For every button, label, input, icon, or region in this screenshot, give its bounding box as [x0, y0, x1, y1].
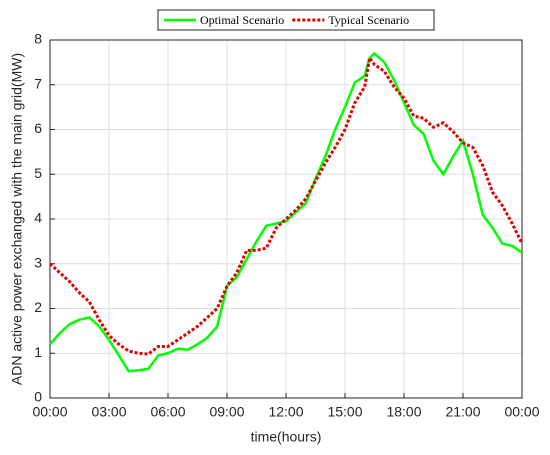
- x-tick-label: 06:00: [150, 404, 185, 420]
- legend-label: Typical Scenario: [328, 13, 409, 27]
- x-tick-label: 00:00: [504, 404, 539, 420]
- x-tick-label: 00:00: [32, 404, 67, 420]
- x-tick-label: 18:00: [386, 404, 421, 420]
- y-tick-label: 2: [34, 299, 42, 315]
- y-tick-label: 6: [34, 120, 42, 136]
- x-tick-label: 15:00: [327, 404, 362, 420]
- x-tick-label: 21:00: [445, 404, 480, 420]
- x-tick-label: 03:00: [91, 404, 126, 420]
- y-tick-label: 5: [34, 165, 42, 181]
- x-axis-label: time(hours): [251, 429, 322, 445]
- x-tick-label: 09:00: [209, 404, 244, 420]
- y-tick-label: 4: [34, 210, 42, 226]
- y-axis-label: ADN active power exchanged with the main…: [9, 53, 25, 385]
- y-tick-label: 7: [34, 75, 42, 91]
- series-line: [48, 54, 524, 356]
- plot-frame: [49, 39, 523, 399]
- series-line: [49, 51, 523, 373]
- y-tick-label: 8: [34, 31, 42, 47]
- legend-box: [157, 9, 435, 31]
- y-tick-label: 0: [34, 389, 42, 405]
- x-tick-label: 12:00: [268, 404, 303, 420]
- y-tick-label: 3: [34, 254, 42, 270]
- legend-label: Optimal Scenario: [200, 13, 284, 27]
- y-tick-label: 1: [34, 344, 42, 360]
